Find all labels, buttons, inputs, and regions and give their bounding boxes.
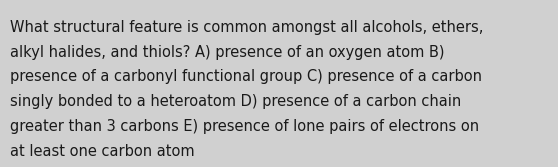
Text: What structural feature is common amongst all alcohols, ethers,: What structural feature is common amongs… bbox=[10, 20, 483, 35]
Text: singly bonded to a heteroatom D) presence of a carbon chain: singly bonded to a heteroatom D) presenc… bbox=[10, 94, 461, 109]
Text: at least one carbon atom: at least one carbon atom bbox=[10, 144, 195, 159]
Text: alkyl halides, and thiols? A) presence of an oxygen atom B): alkyl halides, and thiols? A) presence o… bbox=[10, 45, 445, 60]
Text: greater than 3 carbons E) presence of lone pairs of electrons on: greater than 3 carbons E) presence of lo… bbox=[10, 119, 479, 134]
Text: presence of a carbonyl functional group C) presence of a carbon: presence of a carbonyl functional group … bbox=[10, 69, 482, 85]
